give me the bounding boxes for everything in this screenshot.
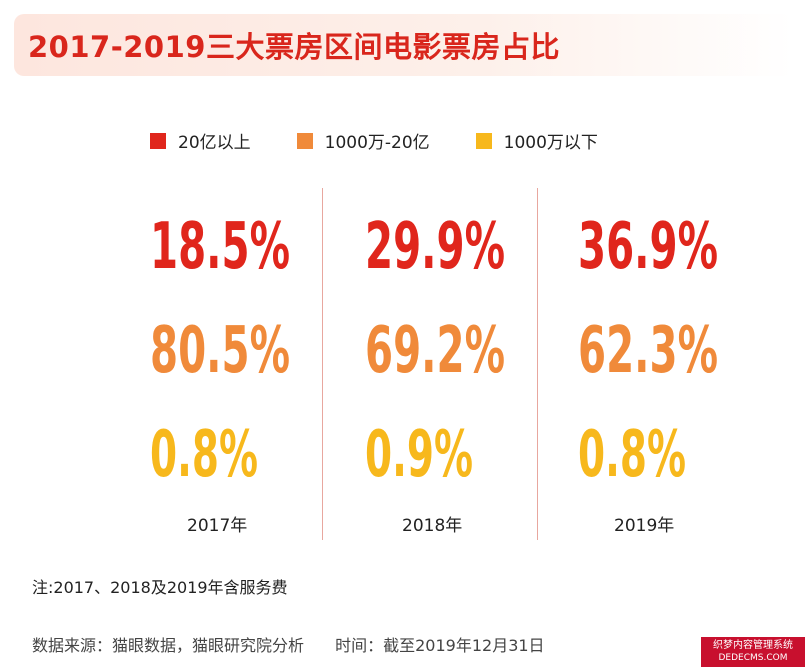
watermark-line2: DEDECMS.COM — [718, 653, 788, 663]
column-divider-2 — [537, 188, 538, 540]
legend-swatch-tier2 — [296, 132, 313, 149]
year-label: 2017年 — [187, 516, 247, 536]
legend-swatch-tier1 — [150, 132, 166, 149]
site-watermark: 织梦内容管理系统 DEDECMS.COM — [701, 637, 805, 667]
value-label-3-2019年: 0.8% — [578, 418, 686, 492]
page-title: 2017-2019三大票房区间电影票房占比 — [28, 30, 560, 64]
watermark-line1: 织梦内容管理系统 — [713, 640, 793, 651]
legend-item-tier2: 1000万-20亿 — [296, 128, 430, 153]
value-label-2-2019年: 62.3% — [578, 314, 718, 388]
column-divider-1 — [322, 188, 323, 540]
value-label-1-2018年: 29.9% — [365, 210, 505, 284]
value-label-2-2017年: 80.5% — [150, 314, 290, 388]
value-label-3-2018年: 0.9% — [365, 418, 473, 492]
source-line: 数据来源：猫眼数据，猫眼研究院分析 时间：截至2019年12月31日 — [32, 632, 545, 656]
legend-item-tier1: 20亿以上 — [150, 128, 251, 153]
legend: 20亿以上 1000万-20亿 1000万以下 — [150, 128, 598, 153]
value-label-2-2018年: 69.2% — [365, 314, 505, 388]
legend-label-tier1: 20亿以上 — [178, 133, 251, 153]
legend-swatch-tier3 — [475, 132, 492, 149]
data-time: 时间：截至2019年12月31日 — [335, 636, 545, 655]
legend-item-tier3: 1000万以下 — [475, 128, 598, 153]
title-banner — [14, 14, 793, 76]
value-label-1-2019年: 36.9% — [578, 210, 718, 284]
value-label-1-2017年: 18.5% — [150, 210, 290, 284]
legend-label-tier3: 1000万以下 — [503, 133, 598, 153]
year-label: 2019年 — [614, 516, 674, 536]
data-source: 数据来源：猫眼数据，猫眼研究院分析 — [32, 636, 305, 655]
footnote: 注:2017、2018及2019年含服务费 — [32, 578, 288, 597]
value-label-3-2017年: 0.8% — [150, 418, 258, 492]
year-label: 2018年 — [402, 516, 462, 536]
legend-label-tier2: 1000万-20亿 — [324, 133, 430, 153]
